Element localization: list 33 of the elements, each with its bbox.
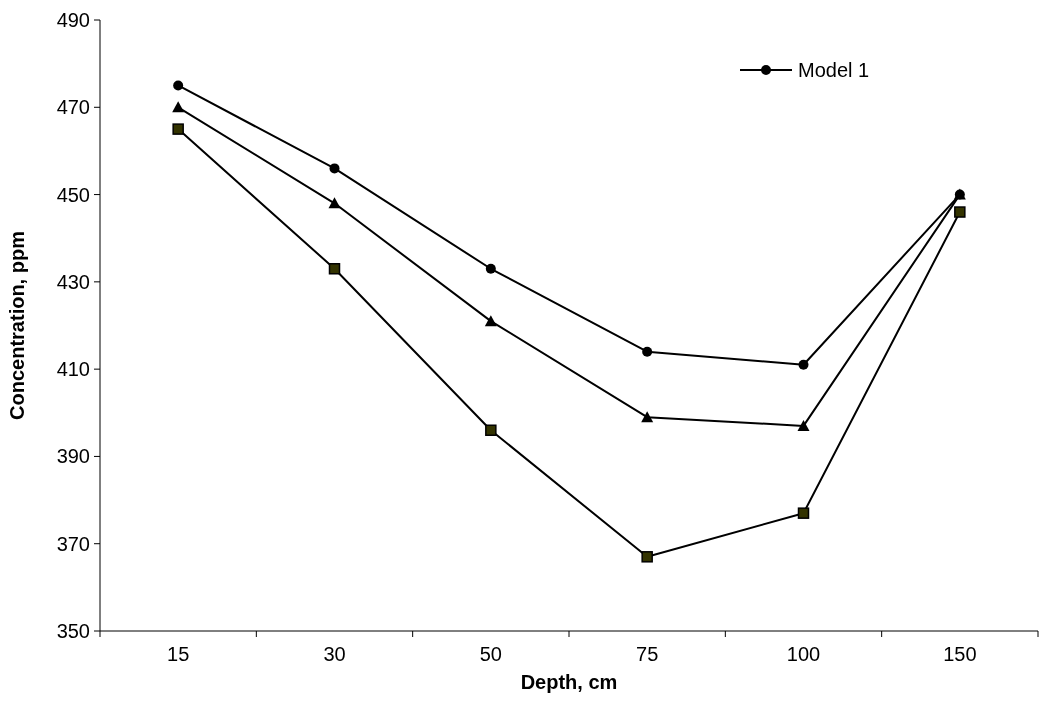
x-tick-label: 100 [786, 643, 821, 665]
point [484, 315, 497, 327]
y-tick-label: 370 [56, 532, 90, 555]
y-tick-label: 350 [56, 620, 90, 642]
legend-label: Model 1 [798, 59, 870, 81]
point [485, 263, 496, 274]
point [328, 263, 341, 275]
x-tick-label: 150 [943, 643, 977, 665]
point [329, 163, 340, 174]
x-tick-label: 30 [323, 643, 346, 665]
x-tick-label: 15 [167, 643, 190, 665]
y-tick-label: 410 [56, 358, 90, 381]
y-axis-title: Concentration, ppm [6, 231, 28, 420]
point [485, 424, 497, 436]
y-tick-label: 450 [56, 183, 90, 206]
point [641, 411, 654, 423]
point [172, 123, 184, 135]
point [954, 206, 966, 218]
x-axis-title: Depth, cm [520, 671, 618, 693]
y-tick-label: 430 [56, 270, 90, 293]
point [797, 507, 810, 519]
point [172, 101, 185, 113]
x-tick-label: 75 [636, 643, 659, 665]
y-tick-label: 490 [56, 9, 90, 31]
point [798, 359, 809, 370]
x-tick-label: 50 [479, 643, 502, 665]
y-tick-label: 390 [56, 445, 90, 468]
point [641, 551, 653, 563]
point [642, 346, 653, 357]
y-tick-label: 470 [56, 96, 90, 119]
point [173, 80, 184, 91]
point [797, 419, 810, 431]
point [328, 197, 341, 209]
